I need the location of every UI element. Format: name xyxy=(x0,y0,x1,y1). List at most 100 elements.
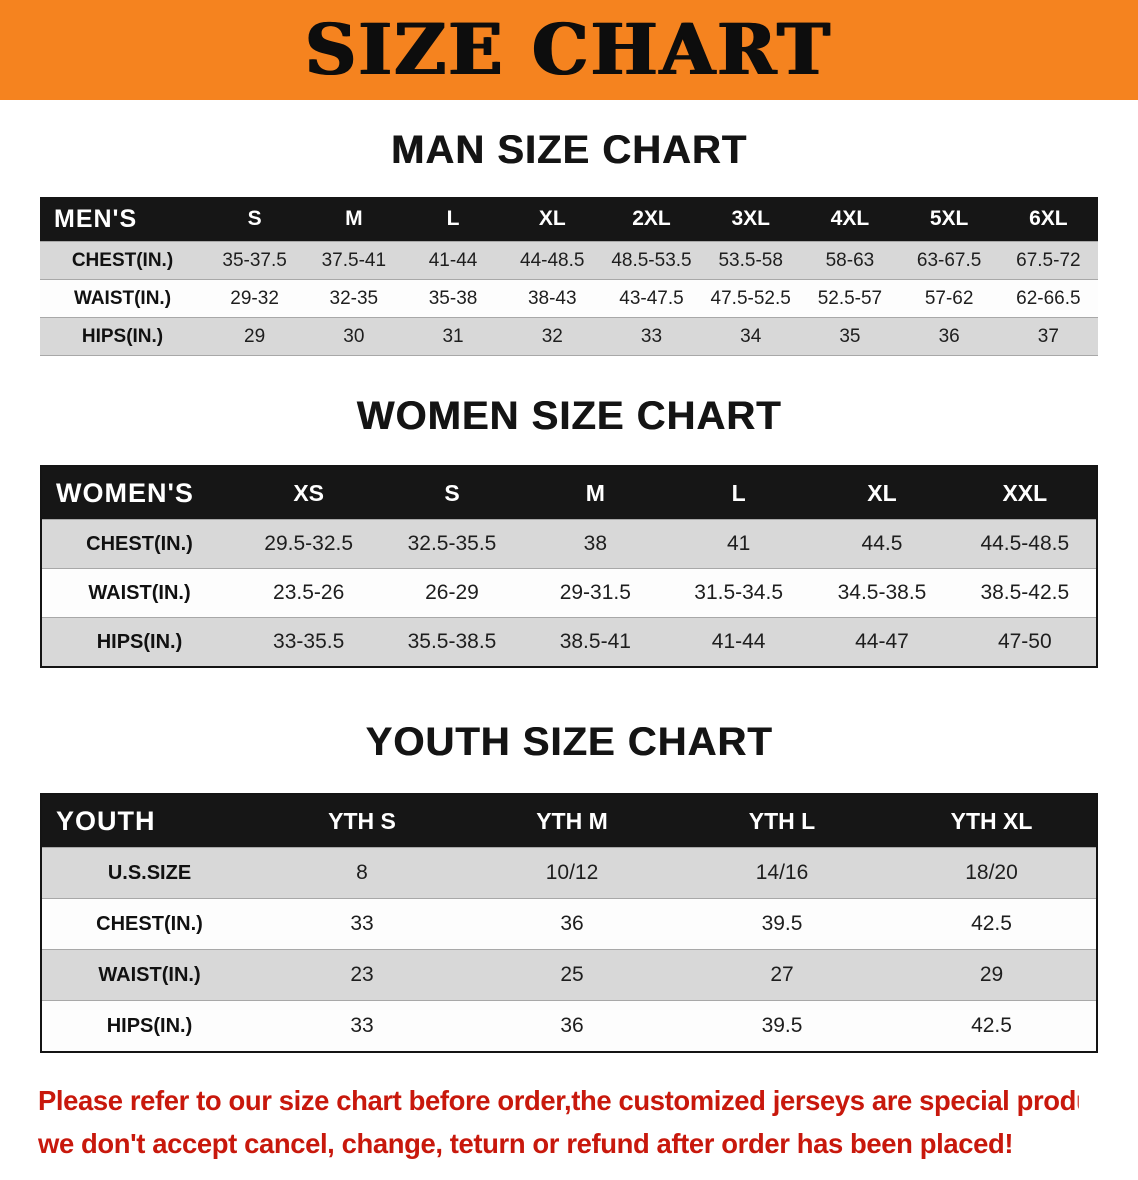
size-value: 44-47 xyxy=(810,617,954,668)
size-value: 33 xyxy=(257,898,467,950)
size-value: 52.5-57 xyxy=(800,279,900,318)
column-header: 3XL xyxy=(701,197,801,242)
row-label: CHEST(IN.) xyxy=(41,519,237,569)
size-value: 8 xyxy=(257,847,467,899)
section-men: MAN SIZE CHART MEN'S S M L XL 2XL 3XL 4XL 5XL 6XL… xyxy=(0,100,1138,356)
size-value: 35-38 xyxy=(403,279,503,318)
row-label: CHEST(IN.) xyxy=(40,241,205,280)
size-value: 29 xyxy=(887,949,1097,1001)
table-row: WAIST(IN.) 23.5-26 26-29 29-31.5 31.5-34.5 34… xyxy=(41,568,1097,618)
column-header: L xyxy=(666,466,811,520)
size-table: WOMEN'S XS S M L XL XXL CHEST(IN.) 29.5-32.5 32.5… xyxy=(40,465,1098,668)
table-row: HIPS(IN.) 33 36 39.5 42.5 xyxy=(41,1000,1097,1053)
row-label: HIPS(IN.) xyxy=(40,317,205,356)
table-corner-label: WOMEN'S xyxy=(41,466,237,520)
column-header: S xyxy=(205,197,305,242)
table-row: U.S.SIZE 8 10/12 14/16 18/20 xyxy=(41,847,1097,899)
size-value: 32 xyxy=(502,317,602,356)
size-value: 47.5-52.5 xyxy=(701,279,801,318)
column-header: YTH XL xyxy=(887,794,1097,848)
row-label: WAIST(IN.) xyxy=(40,279,205,318)
column-header: XXL xyxy=(953,466,1097,520)
disclaimer: Please refer to our size chart before or… xyxy=(0,1079,1138,1180)
size-value: 35-37.5 xyxy=(205,241,305,280)
size-value: 25 xyxy=(467,949,677,1001)
disclaimer-line-2: we don't accept cancel, change, teturn o… xyxy=(38,1128,1014,1160)
row-label: U.S.SIZE xyxy=(41,847,257,899)
size-value: 44.5-48.5 xyxy=(953,519,1097,569)
row-label: WAIST(IN.) xyxy=(41,949,257,1001)
size-value: 29-32 xyxy=(205,279,305,318)
size-value: 48.5-53.5 xyxy=(601,241,702,280)
size-value: 67.5-72 xyxy=(998,241,1098,280)
size-value: 27 xyxy=(677,949,887,1001)
table-row: HIPS(IN.) 33-35.5 35.5-38.5 38.5-41 41-44 44-… xyxy=(41,617,1097,668)
size-value: 33-35.5 xyxy=(237,617,381,668)
table-header-row: MEN'S S M L XL 2XL 3XL 4XL 5XL 6XL xyxy=(40,197,1098,242)
size-value: 38.5-42.5 xyxy=(953,568,1097,618)
women-size-chart-heading: WOMEN SIZE CHART xyxy=(356,394,782,438)
size-value: 58-63 xyxy=(800,241,900,280)
size-value: 38-43 xyxy=(502,279,602,318)
size-value: 41 xyxy=(666,519,811,569)
size-value: 38 xyxy=(523,519,667,569)
men-size-chart-heading: MAN SIZE CHART xyxy=(390,128,748,172)
table-corner-label: MEN'S xyxy=(40,197,205,242)
size-table: MEN'S S M L XL 2XL 3XL 4XL 5XL 6XL CHEST(IN.) 35-37… xyxy=(40,197,1098,356)
size-value: 37 xyxy=(998,317,1098,356)
size-value: 36 xyxy=(467,1000,677,1053)
size-value: 34.5-38.5 xyxy=(810,568,954,618)
size-value: 43-47.5 xyxy=(601,279,702,318)
size-value: 53.5-58 xyxy=(701,241,801,280)
size-value: 14/16 xyxy=(677,847,887,899)
size-value: 39.5 xyxy=(677,898,887,950)
size-table: YOUTH YTH S YTH M YTH L YTH XL U.S.SIZE 8 10/12… xyxy=(40,793,1098,1053)
column-header: S xyxy=(380,466,524,520)
size-value: 44-48.5 xyxy=(502,241,602,280)
size-value: 33 xyxy=(257,1000,467,1053)
row-label: HIPS(IN.) xyxy=(41,617,237,668)
size-value: 33 xyxy=(601,317,702,356)
size-value: 31.5-34.5 xyxy=(666,568,811,618)
column-header: 2XL xyxy=(601,197,702,242)
table-row: CHEST(IN.) 33 36 39.5 42.5 xyxy=(41,898,1097,950)
size-value: 18/20 xyxy=(887,847,1097,899)
size-value: 29-31.5 xyxy=(523,568,667,618)
column-header: 4XL xyxy=(800,197,900,242)
table-row: CHEST(IN.) 29.5-32.5 32.5-35.5 38 41 44.5 44.5… xyxy=(41,519,1097,569)
column-header: M xyxy=(523,466,667,520)
size-value: 31 xyxy=(403,317,503,356)
size-value: 38.5-41 xyxy=(523,617,667,668)
column-header: 6XL xyxy=(998,197,1098,242)
size-value: 32.5-35.5 xyxy=(380,519,524,569)
row-label: CHEST(IN.) xyxy=(41,898,257,950)
column-header: 5XL xyxy=(899,197,999,242)
column-header: YTH L xyxy=(677,794,887,848)
size-value: 41-44 xyxy=(403,241,503,280)
column-header: XL xyxy=(810,466,954,520)
size-value: 23 xyxy=(257,949,467,1001)
youth-size-chart-heading: YOUTH SIZE CHART xyxy=(365,720,773,764)
column-header: YTH S xyxy=(257,794,467,848)
size-value: 57-62 xyxy=(899,279,999,318)
row-label: HIPS(IN.) xyxy=(41,1000,257,1053)
size-value: 29 xyxy=(205,317,305,356)
disclaimer-line-1: Please refer to our size chart before or… xyxy=(38,1085,1079,1116)
size-value: 29.5-32.5 xyxy=(237,519,381,569)
section-youth: YOUTH SIZE CHART YOUTH YTH S YTH M YTH L YTH… xyxy=(0,668,1138,1053)
size-value: 63-67.5 xyxy=(899,241,999,280)
size-value: 41-44 xyxy=(666,617,811,668)
size-value: 37.5-41 xyxy=(304,241,404,280)
size-value: 32-35 xyxy=(304,279,404,318)
size-value: 44.5 xyxy=(810,519,954,569)
size-value: 34 xyxy=(701,317,801,356)
men-size-table: MEN'S S M L XL 2XL 3XL 4XL 5XL 6XL CHEST(IN.) 35-37… xyxy=(0,197,1138,356)
column-header: YTH M xyxy=(467,794,677,848)
section-women: WOMEN SIZE CHART WOMEN'S XS S M L XL XXL CHEST(… xyxy=(0,356,1138,668)
size-value: 42.5 xyxy=(887,1000,1097,1053)
column-header: L xyxy=(403,197,503,242)
size-value: 35.5-38.5 xyxy=(380,617,524,668)
column-header: XS xyxy=(237,466,381,520)
page-title: SIZE CHART xyxy=(305,8,833,91)
